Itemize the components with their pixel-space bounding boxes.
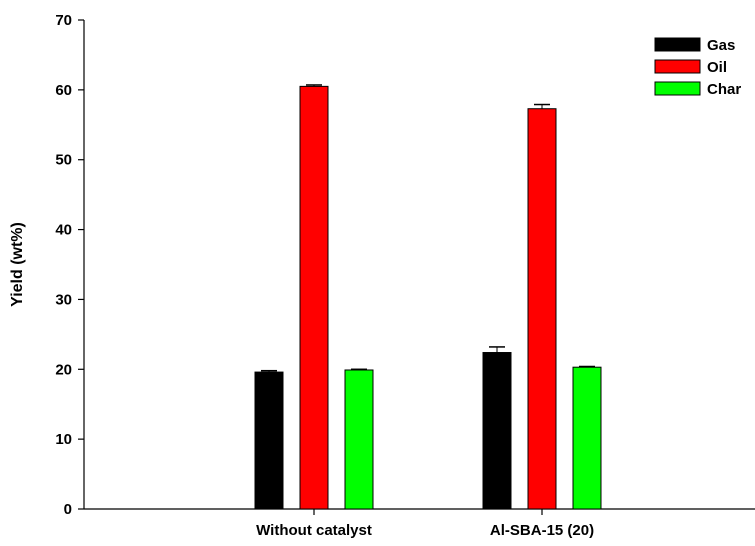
- y-tick-label: 30: [55, 291, 72, 308]
- legend-label-gas: Gas: [707, 37, 735, 54]
- axes: [83, 20, 755, 510]
- legend-label-oil: Oil: [707, 59, 727, 76]
- y-axis-label: Yield (wt%): [9, 222, 26, 307]
- bars: [254, 84, 602, 510]
- legend-swatch-char: [654, 81, 701, 96]
- legend-swatch-oil: [654, 59, 701, 74]
- legend-swatch-gas: [654, 37, 701, 52]
- bar-gas-2: [482, 352, 512, 510]
- y-tick-label: 70: [55, 12, 72, 29]
- x-tick-label: Without catalyst: [256, 522, 372, 539]
- bar-gas-1: [254, 371, 284, 510]
- y-tick-label: 0: [64, 501, 72, 518]
- y-ticks: 0 10 20 30 40 50 60 70: [55, 12, 84, 518]
- legend: Gas Oil Char: [654, 37, 741, 98]
- y-tick-label: 40: [55, 222, 72, 239]
- bar-oil-2: [527, 108, 557, 510]
- legend-label-char: Char: [707, 81, 741, 98]
- y-tick-label: 50: [55, 152, 72, 169]
- x-tick-label: Al-SBA-15 (20): [490, 522, 594, 539]
- y-tick-label: 60: [55, 82, 72, 99]
- bar-char-2: [572, 366, 602, 510]
- bar-oil-1: [299, 85, 329, 510]
- y-tick-label: 20: [55, 361, 72, 378]
- y-tick-label: 10: [55, 431, 72, 448]
- x-tick-labels: Without catalyst Al-SBA-15 (20): [256, 509, 594, 539]
- bar-char-1: [344, 369, 374, 510]
